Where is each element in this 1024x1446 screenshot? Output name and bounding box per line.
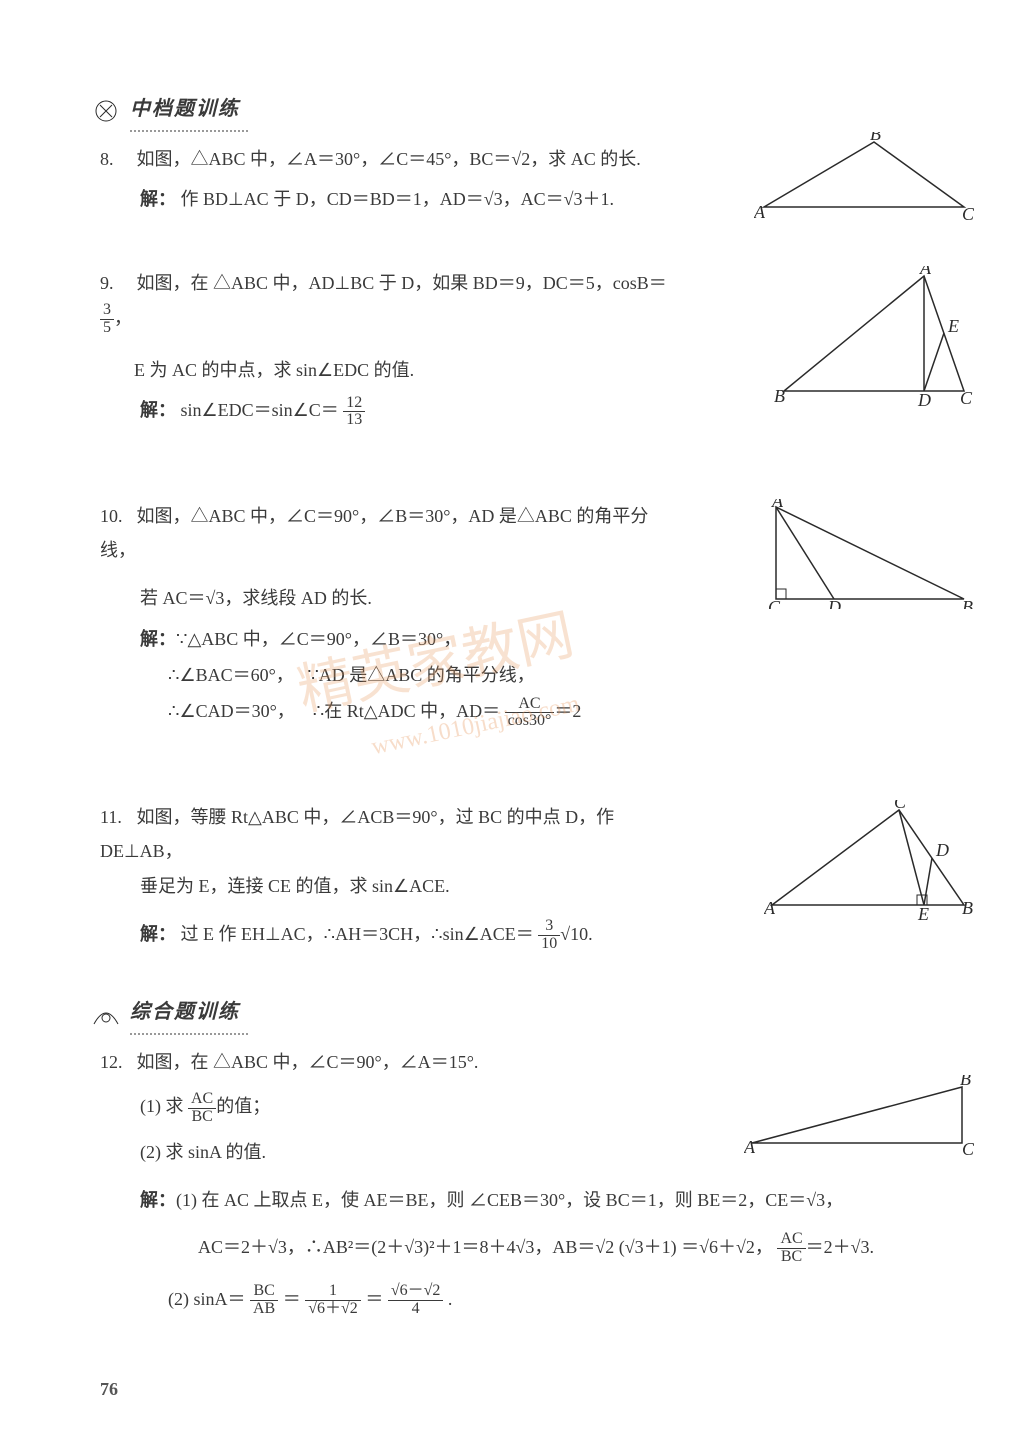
q12-p1-frac: ACBC [188,1091,216,1126]
svg-text:D: D [935,840,949,860]
svg-text:C: C [768,597,781,609]
q12-figure: A B C [744,1075,974,1166]
svg-text:C: C [962,204,974,222]
q8-figure: A B C [754,132,974,233]
svg-text:B: B [960,1075,971,1089]
q8-ans-label: 解： [140,189,176,209]
section-2-title: 综合题训练 [130,993,248,1035]
svg-text:D: D [827,597,841,609]
q8-ans: 作 BD⊥AC 于 D，CD＝BD＝1，AD＝√3，AC＝√3＋1. [181,189,614,209]
q9-frac: 35 [100,302,114,337]
q10-num: 10. [100,499,132,533]
page-number: 76 [100,1372,118,1406]
problem-12: 12. 如图，在 △ABC 中，∠C＝90°，∠A＝15°. (1) 求 ACB… [100,1045,964,1318]
problem-9: 9. 如图，在 △ABC 中，AD⊥BC 于 D，如果 BD＝9，DC＝5，co… [100,266,964,429]
q11-text: 如图，等腰 Rt△ABC 中，∠ACB＝90°，过 BC 的中点 D，作 DE⊥… [100,807,614,861]
q9-ans-pre: sin∠EDC＝sin∠C＝ [181,400,339,420]
q12-num: 12. [100,1045,132,1079]
q12-p2: (2) 求 sinA 的值. [140,1135,660,1169]
problem-10: 10. 如图，△ABC 中，∠C＝90°，∠B＝30°，AD 是△ABC 的角平… [100,499,964,730]
q9-num: 9. [100,266,132,300]
q12-text: 如图，在 △ABC 中，∠C＝90°，∠A＝15°. [137,1052,479,1072]
svg-text:A: A [744,1137,756,1155]
q12-answer: 解：(1) 在 AC 上取点 E，使 AE＝BE，则 ∠CEB＝30°，设 BC… [140,1183,900,1318]
q10-ans3-frac: ACcos30° [505,696,555,731]
q12-a2-frac: ACBC [777,1231,805,1266]
q9-text: 如图，在 △ABC 中，AD⊥BC 于 D，如果 BD＝9，DC＝5，cosB＝ [137,273,667,293]
svg-text:B: B [962,898,973,918]
q11-figure: A B C D E [764,800,974,931]
svg-text:A: A [771,499,784,511]
svg-text:A: A [764,898,776,918]
svg-text:E: E [917,904,929,920]
q10-text: 如图，△ABC 中，∠C＝90°，∠B＝30°，AD 是△ABC 的角平分线， [100,506,648,560]
q11-ans-frac: 310 [538,918,560,953]
section-1-badge: 中档题训练 [90,90,964,132]
q9-figure: A B C D E [774,266,974,417]
svg-text:C: C [960,388,973,406]
ornament-icon [90,95,122,127]
q9-line2: E 为 AC 的中点，求 sin∠EDC 的值. [134,353,680,387]
problem-8: 8. 如图，△ABC 中，∠A＝30°，∠C＝45°，BC＝√2，求 AC 的长… [100,142,964,216]
section-1-title: 中档题训练 [130,90,248,132]
section-2-badge: 综合题训练 [90,993,964,1035]
q8-num: 8. [100,142,132,176]
q11-line2: 垂足为 E，连接 CE 的值，求 sin∠ACE. [140,869,660,903]
svg-text:C: C [962,1139,974,1155]
svg-text:E: E [947,316,959,336]
svg-text:B: B [870,132,881,144]
svg-text:B: B [774,386,785,406]
svg-text:C: C [894,800,907,812]
svg-text:A: A [754,202,766,222]
q10-figure: A B C D [764,499,974,620]
svg-text:D: D [917,390,931,406]
q9-ans-label: 解： [140,400,176,420]
q10-answer: 解：∵△ABC 中，∠C＝90°，∠B＝30°， ∴∠BAC＝60°， ∵AD … [140,622,964,731]
q9-ans-frac: 1213 [343,395,365,430]
svg-text:A: A [919,266,932,278]
svg-text:B: B [962,597,973,609]
q11-num: 11. [100,800,132,834]
q10-line2: 若 AC＝√3，求线段 AD 的长. [140,581,660,615]
q8-text: 如图，△ABC 中，∠A＝30°，∠C＝45°，BC＝√2，求 AC 的长. [137,149,641,169]
problem-11: 11. 如图，等腰 Rt△ABC 中，∠ACB＝90°，过 BC 的中点 D，作… [100,800,964,953]
ornament-icon [90,998,122,1030]
